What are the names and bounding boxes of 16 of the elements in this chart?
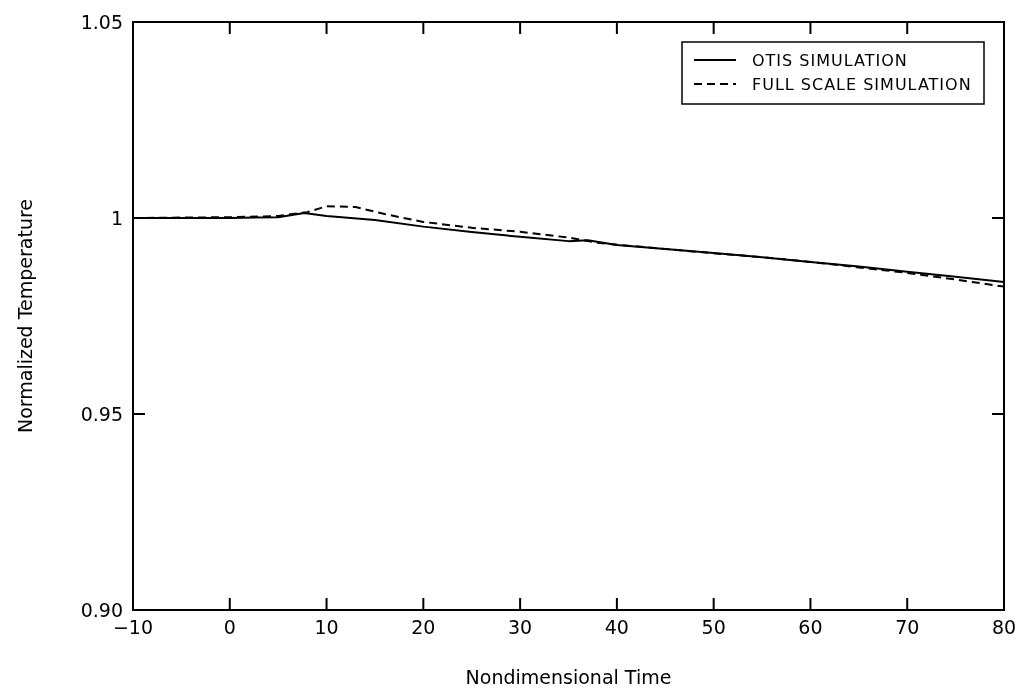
x-tick-label: 60 bbox=[798, 616, 823, 638]
legend-label: OTIS SIMULATION bbox=[752, 51, 908, 70]
x-tick-label: 20 bbox=[411, 616, 436, 638]
y-axis-title: Normalized Temperature bbox=[14, 198, 36, 434]
x-tick-label: 70 bbox=[895, 616, 920, 638]
x-tick-label: 30 bbox=[508, 616, 533, 638]
x-axis-title: Nondimensional Time bbox=[465, 666, 672, 688]
y-tick-label: 1 bbox=[110, 207, 123, 229]
x-tick-label: 50 bbox=[701, 616, 726, 638]
x-tick-label: 10 bbox=[314, 616, 339, 638]
x-tick-label: 80 bbox=[991, 616, 1017, 638]
x-tick-label: 40 bbox=[604, 616, 629, 638]
x-tick-label: 0 bbox=[223, 616, 236, 638]
y-tick-label: 0.95 bbox=[80, 403, 123, 425]
legend-label: FULL SCALE SIMULATION bbox=[752, 75, 972, 94]
y-tick-label: 1.05 bbox=[80, 11, 123, 33]
